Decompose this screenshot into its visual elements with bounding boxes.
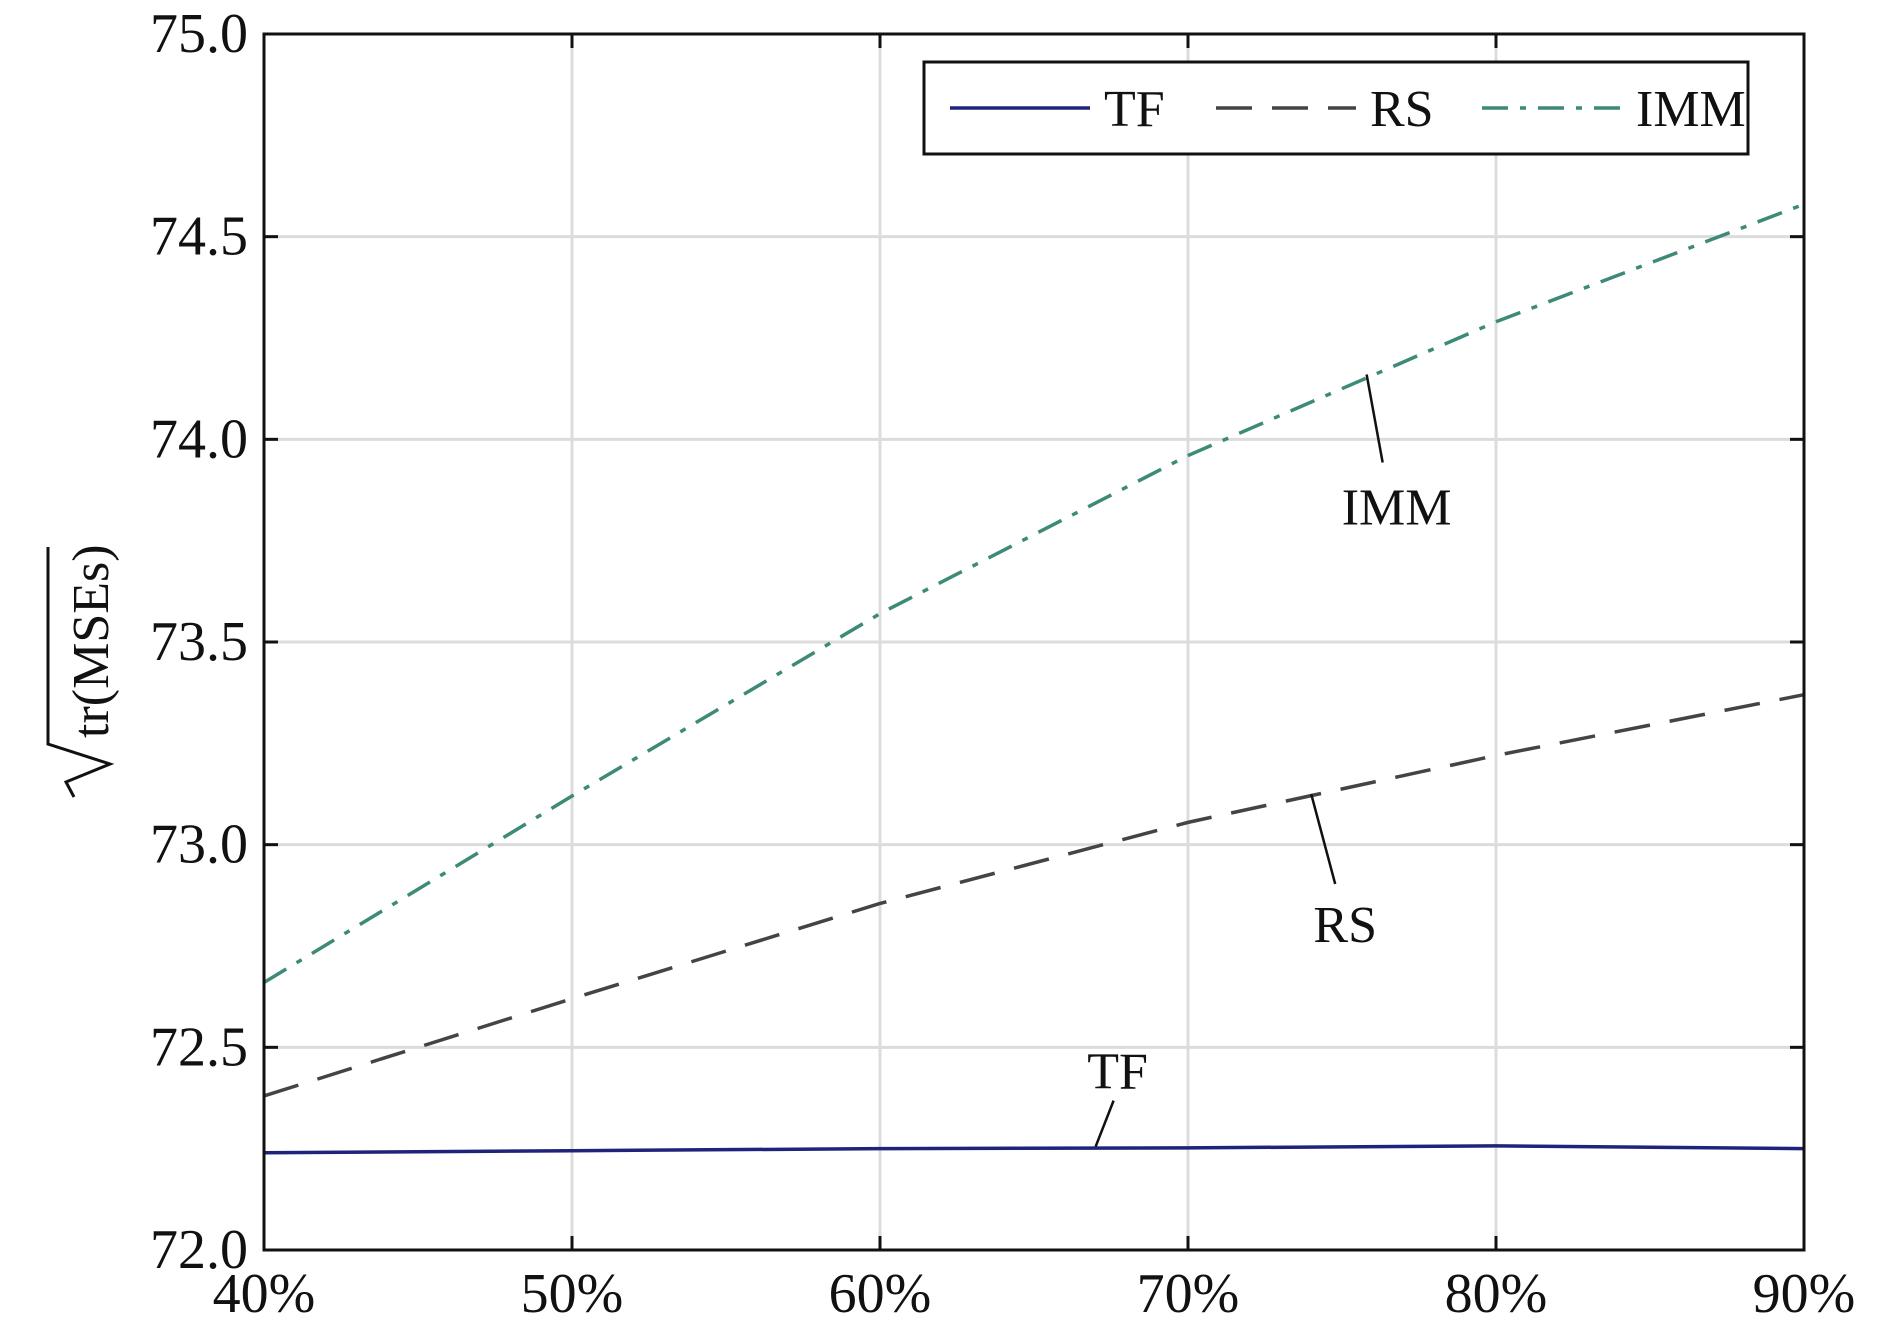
- gridlines: [262, 32, 1806, 1252]
- legend-label-tf: TF: [1104, 81, 1165, 138]
- y-axis-label: tr(MSEs): [46, 544, 120, 798]
- annotation-label-rs: RS: [1313, 897, 1377, 954]
- series-lines: [263, 202, 1805, 1155]
- annotation-label-imm: IMM: [1342, 479, 1452, 536]
- y-axis-label-text: tr(MSEs): [63, 544, 120, 738]
- legend-label-rs: RS: [1370, 81, 1434, 138]
- y-tick-label: 72.0: [150, 1219, 248, 1281]
- annotation-leader-imm: [1365, 374, 1384, 463]
- y-tick-label: 73.5: [150, 611, 248, 673]
- radical-sign-icon: [46, 547, 115, 798]
- y-tick-label: 74.0: [150, 408, 248, 470]
- x-tick-label: 80%: [1445, 1263, 1548, 1325]
- x-tick-label: 40%: [213, 1263, 316, 1325]
- annotation-label-tf: TF: [1087, 1044, 1148, 1101]
- legend-label-imm: IMM: [1636, 81, 1746, 138]
- annotation-leader-tf: [1094, 1100, 1115, 1148]
- x-tick-label: 60%: [829, 1263, 932, 1325]
- series-line-imm: [263, 202, 1805, 984]
- y-tick-labels: 72.0 72.5 73.0 73.5 74.0 74.5 75.0: [150, 3, 248, 1281]
- y-tick-label: 74.5: [150, 206, 248, 268]
- y-tick-label: 75.0: [150, 3, 248, 65]
- series-line-rs: [263, 692, 1805, 1098]
- series-line-tf: [263, 1144, 1805, 1155]
- y-tick-label: 73.0: [150, 814, 248, 876]
- series-annotations: TF RS IMM: [1087, 374, 1452, 1148]
- x-tick-label: 70%: [1137, 1263, 1240, 1325]
- legend: TF RS IMM: [922, 60, 1750, 156]
- y-tick-label: 72.5: [150, 1016, 248, 1078]
- annotation-leader-rs: [1309, 793, 1337, 885]
- x-tick-labels: 40% 50% 60% 70% 80% 90%: [213, 1263, 1856, 1325]
- axis-ticks: [262, 32, 1806, 1252]
- x-tick-label: 50%: [521, 1263, 624, 1325]
- x-tick-label: 90%: [1753, 1263, 1856, 1325]
